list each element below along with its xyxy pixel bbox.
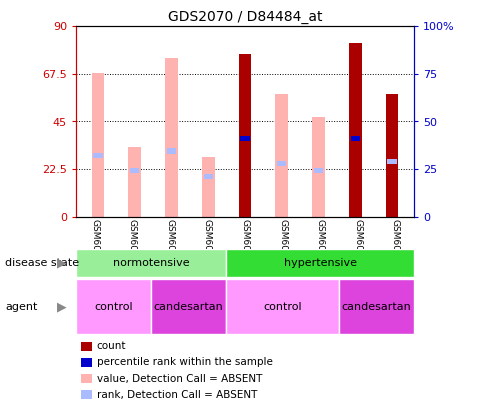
Bar	[165, 58, 178, 217]
Bar	[275, 94, 288, 217]
Text: disease state: disease state	[5, 258, 79, 268]
Text: candesartan: candesartan	[154, 302, 223, 312]
Text: value, Detection Call = ABSENT: value, Detection Call = ABSENT	[97, 374, 262, 384]
Text: agent: agent	[5, 302, 37, 312]
Text: GSM60118: GSM60118	[90, 219, 99, 269]
Bar	[94, 153, 102, 158]
Text: GSM60122: GSM60122	[241, 219, 249, 268]
Bar	[314, 168, 323, 173]
Bar	[349, 43, 362, 217]
Bar	[388, 159, 396, 164]
Text: hypertensive: hypertensive	[284, 258, 357, 268]
Bar	[277, 161, 286, 166]
Text: GSM60125: GSM60125	[353, 219, 362, 269]
Bar	[202, 158, 215, 217]
Text: control: control	[263, 302, 302, 312]
Text: rank, Detection Call = ABSENT: rank, Detection Call = ABSENT	[97, 390, 257, 400]
Text: GSM60123: GSM60123	[278, 219, 287, 269]
Text: count: count	[97, 341, 126, 351]
Bar	[92, 73, 104, 217]
Bar	[226, 279, 339, 334]
Text: percentile rank within the sample: percentile rank within the sample	[97, 358, 272, 367]
Bar	[76, 279, 151, 334]
Text: ▶: ▶	[56, 257, 66, 270]
Bar	[386, 94, 398, 217]
Bar	[130, 168, 139, 173]
Text: GSM60120: GSM60120	[165, 219, 174, 269]
Text: candesartan: candesartan	[342, 302, 412, 312]
Text: control: control	[94, 302, 133, 312]
Bar	[204, 174, 213, 179]
Bar	[226, 249, 414, 277]
Bar	[151, 279, 226, 334]
Text: normotensive: normotensive	[113, 258, 190, 268]
Title: GDS2070 / D84484_at: GDS2070 / D84484_at	[168, 10, 322, 24]
Bar	[128, 147, 141, 217]
Bar	[241, 136, 249, 141]
Bar	[167, 149, 176, 154]
Text: GSM60121: GSM60121	[203, 219, 212, 269]
Bar	[239, 54, 251, 217]
Bar	[339, 279, 414, 334]
Text: GSM60124: GSM60124	[316, 219, 325, 268]
Bar	[312, 117, 325, 217]
Bar	[76, 249, 226, 277]
Text: ▶: ▶	[56, 300, 66, 313]
Text: GSM60119: GSM60119	[128, 219, 137, 269]
Bar	[351, 136, 360, 141]
Text: GSM60126: GSM60126	[391, 219, 400, 269]
